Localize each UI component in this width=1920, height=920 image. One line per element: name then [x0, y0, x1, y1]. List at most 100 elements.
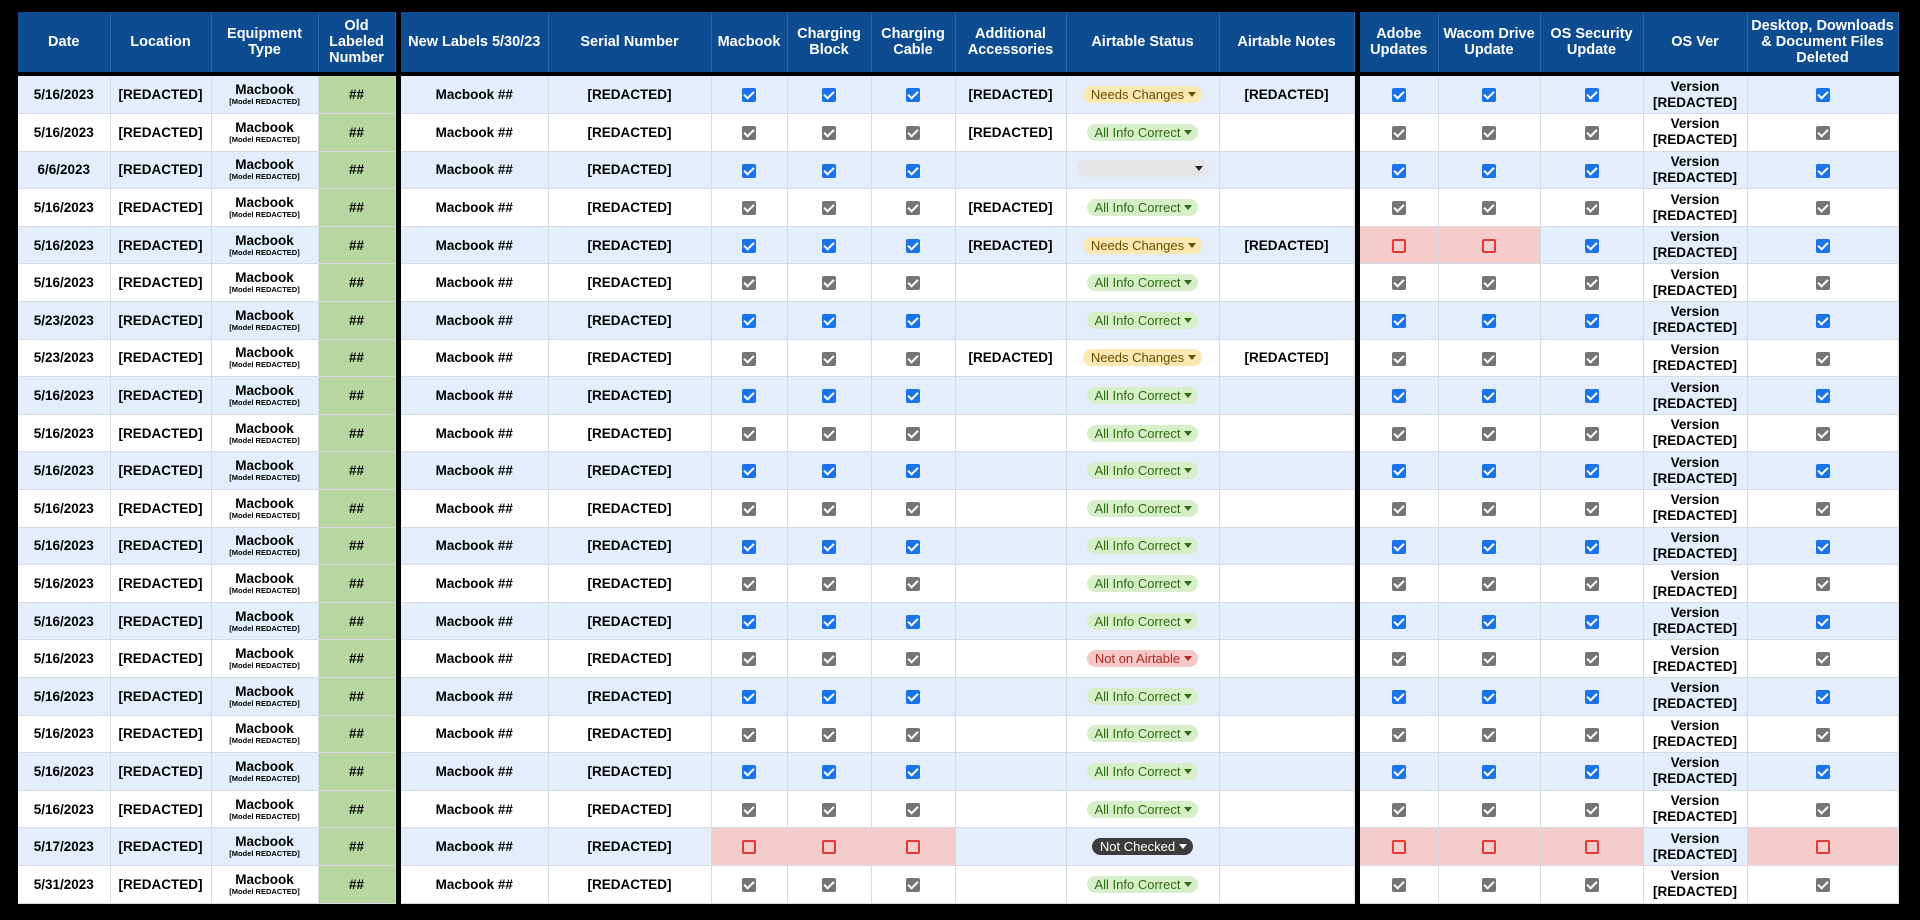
- frozen-column-divider[interactable]: [395, 489, 401, 528]
- os-version-cell[interactable]: Version [REDACTED]: [1643, 301, 1748, 340]
- charging-cable-checkbox[interactable]: [906, 88, 920, 103]
- serial-number-cell[interactable]: [REDACTED]: [548, 564, 712, 603]
- files-deleted-checkbox[interactable]: [1815, 840, 1830, 855]
- wacom-drive-update-checkbox[interactable]: [1482, 690, 1496, 705]
- os-version-cell[interactable]: Version [REDACTED]: [1643, 151, 1748, 190]
- charging-block-checkbox[interactable]: [822, 727, 836, 742]
- header-charging-cable[interactable]: Charging Cable: [871, 12, 956, 72]
- macbook-checkbox[interactable]: [742, 652, 756, 667]
- airtable-status-dropdown[interactable]: All Info Correct: [1086, 499, 1199, 517]
- header-charging-block[interactable]: Charging Block: [787, 12, 872, 72]
- frozen-column-divider[interactable]: [395, 376, 401, 415]
- airtable-notes-cell[interactable]: [1219, 414, 1355, 453]
- adobe-updates-checkbox[interactable]: [1391, 877, 1406, 892]
- charging-block-checkbox[interactable]: [822, 840, 836, 855]
- additional-accessories-cell[interactable]: [955, 414, 1067, 453]
- airtable-status-dropdown[interactable]: All Info Correct: [1086, 199, 1199, 217]
- airtable-notes-cell[interactable]: [1219, 489, 1355, 528]
- os-version-cell[interactable]: Version [REDACTED]: [1643, 188, 1748, 227]
- date-cell[interactable]: 5/16/2023: [18, 527, 111, 566]
- macbook-checkbox[interactable]: [742, 238, 756, 253]
- location-cell[interactable]: [REDACTED]: [110, 263, 212, 303]
- date-cell[interactable]: 5/16/2023: [18, 113, 111, 152]
- macbook-checkbox[interactable]: [742, 351, 756, 366]
- charging-block-checkbox[interactable]: [822, 690, 836, 705]
- old-labeled-number-cell[interactable]: ##: [318, 790, 396, 829]
- new-label-cell[interactable]: Macbook ##: [401, 790, 549, 829]
- files-deleted-checkbox[interactable]: [1815, 201, 1830, 216]
- header-location[interactable]: Location: [110, 12, 212, 72]
- os-security-update-checkbox[interactable]: [1584, 201, 1599, 216]
- wacom-drive-update-checkbox[interactable]: [1482, 163, 1496, 178]
- additional-accessories-cell[interactable]: [955, 639, 1067, 678]
- location-cell[interactable]: [REDACTED]: [110, 414, 212, 453]
- airtable-status-dropdown[interactable]: All Info Correct: [1086, 725, 1199, 743]
- wacom-drive-update-checkbox[interactable]: [1482, 539, 1496, 554]
- charging-block-checkbox[interactable]: [822, 276, 836, 291]
- additional-accessories-cell[interactable]: [955, 827, 1067, 866]
- airtable-notes-cell[interactable]: [REDACTED]: [1219, 76, 1355, 115]
- files-deleted-checkbox[interactable]: [1815, 502, 1830, 517]
- charging-cable-checkbox[interactable]: [906, 389, 920, 404]
- equipment-type-cell[interactable]: Macbook [Model REDACTED]: [211, 339, 319, 378]
- airtable-status-dropdown[interactable]: Not on Airtable: [1086, 650, 1199, 668]
- airtable-notes-cell[interactable]: [1219, 188, 1355, 227]
- header-date[interactable]: Date: [18, 12, 111, 72]
- os-version-cell[interactable]: Version [REDACTED]: [1643, 489, 1748, 528]
- location-cell[interactable]: [REDACTED]: [110, 376, 212, 415]
- additional-accessories-cell[interactable]: [955, 263, 1067, 303]
- files-deleted-checkbox[interactable]: [1815, 727, 1830, 742]
- files-deleted-checkbox[interactable]: [1815, 238, 1830, 253]
- airtable-status-dropdown[interactable]: All Info Correct: [1086, 575, 1199, 593]
- charging-block-checkbox[interactable]: [822, 539, 836, 554]
- macbook-checkbox[interactable]: [742, 539, 756, 554]
- airtable-status-dropdown[interactable]: Needs Changes: [1082, 236, 1203, 254]
- airtable-notes-cell[interactable]: [REDACTED]: [1219, 226, 1355, 265]
- files-deleted-checkbox[interactable]: [1815, 577, 1830, 592]
- files-deleted-checkbox[interactable]: [1815, 389, 1830, 404]
- wacom-drive-update-checkbox[interactable]: [1482, 201, 1496, 216]
- old-labeled-number-cell[interactable]: ##: [318, 639, 396, 678]
- serial-number-cell[interactable]: [REDACTED]: [548, 301, 712, 340]
- date-cell[interactable]: 5/16/2023: [18, 752, 111, 791]
- charging-block-checkbox[interactable]: [822, 351, 836, 366]
- charging-block-checkbox[interactable]: [822, 201, 836, 216]
- airtable-status-dropdown[interactable]: Needs Changes: [1082, 86, 1203, 104]
- frozen-column-divider[interactable]: [395, 752, 401, 791]
- date-cell[interactable]: 5/23/2023: [18, 301, 111, 340]
- equipment-type-cell[interactable]: Macbook [Model REDACTED]: [211, 752, 319, 791]
- location-cell[interactable]: [REDACTED]: [110, 339, 212, 378]
- new-label-cell[interactable]: Macbook ##: [401, 414, 549, 453]
- charging-block-checkbox[interactable]: [822, 464, 836, 479]
- serial-number-cell[interactable]: [REDACTED]: [548, 376, 712, 415]
- airtable-status-dropdown[interactable]: Not Checked: [1091, 838, 1194, 856]
- header-equipment-type[interactable]: Equipment Type: [211, 12, 319, 72]
- old-labeled-number-cell[interactable]: ##: [318, 602, 396, 641]
- macbook-checkbox[interactable]: [742, 276, 756, 291]
- header-os-ver[interactable]: OS Ver: [1643, 12, 1748, 72]
- files-deleted-checkbox[interactable]: [1815, 464, 1830, 479]
- airtable-status-dropdown[interactable]: All Info Correct: [1086, 687, 1199, 705]
- location-cell[interactable]: [REDACTED]: [110, 865, 212, 904]
- adobe-updates-checkbox[interactable]: [1391, 314, 1406, 329]
- new-label-cell[interactable]: Macbook ##: [401, 376, 549, 415]
- os-security-update-checkbox[interactable]: [1584, 577, 1599, 592]
- adobe-updates-checkbox[interactable]: [1391, 727, 1406, 742]
- location-cell[interactable]: [REDACTED]: [110, 752, 212, 791]
- os-security-update-checkbox[interactable]: [1584, 276, 1599, 291]
- os-version-cell[interactable]: Version [REDACTED]: [1643, 376, 1748, 415]
- equipment-type-cell[interactable]: Macbook [Model REDACTED]: [211, 790, 319, 829]
- location-cell[interactable]: [REDACTED]: [110, 188, 212, 227]
- serial-number-cell[interactable]: [REDACTED]: [548, 226, 712, 265]
- header-old-labeled-number[interactable]: Old Labeled Number: [318, 12, 396, 72]
- header-macbook[interactable]: Macbook: [711, 12, 788, 72]
- frozen-column-divider[interactable]: [395, 226, 401, 264]
- airtable-notes-cell[interactable]: [1219, 827, 1355, 866]
- airtable-status-dropdown[interactable]: All Info Correct: [1086, 800, 1199, 818]
- wacom-drive-update-checkbox[interactable]: [1482, 727, 1496, 742]
- airtable-notes-cell[interactable]: [1219, 715, 1355, 754]
- airtable-status-dropdown[interactable]: All Info Correct: [1086, 387, 1199, 405]
- location-cell[interactable]: [REDACTED]: [110, 602, 212, 641]
- frozen-column-divider[interactable]: [395, 263, 401, 302]
- additional-accessories-cell[interactable]: [955, 865, 1067, 904]
